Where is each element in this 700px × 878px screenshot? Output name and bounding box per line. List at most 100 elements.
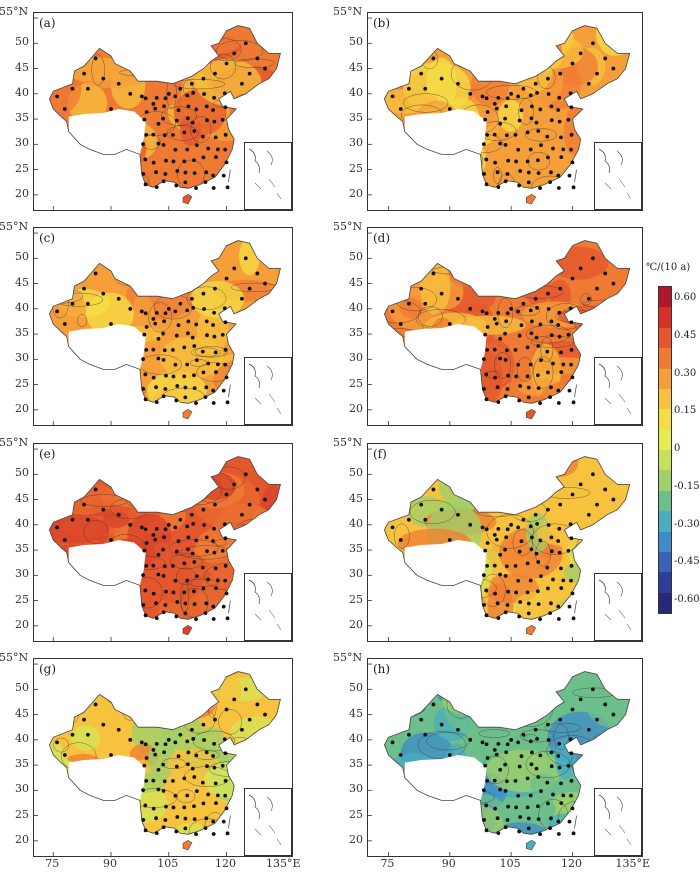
- station-dot: [559, 586, 564, 591]
- station-dot: [496, 616, 501, 621]
- station-dot: [255, 702, 260, 707]
- station-dot: [390, 525, 395, 530]
- station-dot: [493, 591, 498, 596]
- station-dot: [185, 524, 190, 529]
- station-dot: [211, 401, 216, 405]
- station-dot: [546, 291, 550, 296]
- station-dot: [154, 385, 158, 390]
- station-dot: [201, 586, 206, 591]
- station-dot: [569, 132, 574, 137]
- station-dot: [406, 517, 411, 522]
- station-dot: [513, 347, 518, 352]
- station-dot: [220, 332, 225, 337]
- station-dot: [566, 763, 571, 768]
- y-tick-label: 30: [349, 136, 363, 150]
- station-dot: [183, 180, 188, 185]
- station-dot: [545, 565, 550, 570]
- station-dot: [519, 108, 524, 113]
- station-dot: [578, 266, 583, 271]
- station-dot: [546, 155, 550, 160]
- station-dot: [141, 387, 146, 391]
- station-dot: [178, 517, 183, 522]
- station-dot: [212, 765, 217, 770]
- station-dot: [82, 286, 86, 291]
- station-dot: [492, 347, 497, 352]
- country-outline: [48, 671, 281, 835]
- station-dot: [528, 308, 533, 313]
- station-dot: [192, 158, 196, 163]
- station-dot: [423, 732, 428, 737]
- station-dot: [154, 95, 159, 100]
- station-dot: [517, 614, 522, 619]
- station-dot: [224, 707, 229, 712]
- station-dot: [447, 322, 452, 326]
- station-dot: [190, 551, 195, 556]
- station-dot: [390, 740, 395, 745]
- station-dot: [162, 348, 167, 353]
- station-dot: [143, 397, 148, 402]
- station-dot: [200, 134, 205, 139]
- x-tick-label: 120: [215, 857, 237, 870]
- y-top-label: 55°N: [333, 5, 363, 18]
- station-dot: [529, 331, 534, 336]
- station-dot: [62, 753, 67, 757]
- station-dot: [164, 373, 168, 378]
- station-dot: [171, 590, 176, 595]
- station-dot: [232, 482, 237, 487]
- station-dot: [156, 767, 161, 772]
- station-dot: [255, 271, 260, 276]
- station-dot: [496, 741, 501, 746]
- station-dot: [222, 737, 227, 742]
- station-dot: [211, 323, 215, 327]
- station-dot: [182, 776, 187, 781]
- station-dot: [263, 281, 267, 286]
- south-china-sea-inset: [244, 788, 292, 856]
- country-outline: [383, 240, 631, 404]
- station-dot: [192, 602, 197, 607]
- legend-swatch: [659, 470, 671, 491]
- station-dot: [173, 94, 178, 99]
- station-dot: [611, 66, 616, 71]
- y-tick-label: 25: [349, 592, 363, 606]
- station-dot: [516, 578, 521, 583]
- station-dot: [200, 349, 205, 354]
- station-dot: [509, 91, 514, 96]
- station-dot: [545, 134, 550, 139]
- station-dot: [206, 361, 211, 366]
- station-dot: [566, 548, 571, 553]
- station-dot: [559, 566, 563, 571]
- legend-swatch: [659, 531, 671, 552]
- station-dot: [482, 603, 486, 607]
- legend-swatch: [659, 287, 671, 308]
- station-dot: [194, 186, 198, 191]
- station-dot: [192, 373, 196, 378]
- y-top-label: 55°N: [0, 651, 29, 664]
- y-tick-label: 35: [349, 111, 363, 125]
- y-tick-label: 20: [15, 186, 29, 200]
- station-dot: [505, 96, 510, 101]
- station-dot: [529, 547, 534, 552]
- station-dot: [483, 332, 488, 337]
- station-dot: [151, 533, 156, 537]
- station-dot: [559, 155, 564, 160]
- station-dot: [549, 385, 553, 390]
- station-dot: [546, 738, 551, 742]
- station-dot: [144, 778, 149, 783]
- station-dot: [247, 286, 252, 291]
- station-dot: [116, 512, 121, 517]
- station-dot: [482, 387, 486, 391]
- station-dot: [568, 91, 573, 96]
- station-dot: [468, 522, 473, 527]
- station-dot: [485, 347, 490, 352]
- station-dot: [139, 525, 144, 530]
- station-dot: [578, 482, 583, 487]
- south-china-sea-inset: [244, 142, 292, 210]
- station-dot: [204, 601, 209, 606]
- station-dot: [86, 517, 90, 522]
- station-dot: [174, 118, 179, 123]
- station-dot: [213, 71, 217, 76]
- station-dot: [173, 740, 178, 745]
- station-dot: [162, 133, 167, 138]
- station-dot: [480, 309, 485, 314]
- x-tick-label: 105: [157, 857, 179, 870]
